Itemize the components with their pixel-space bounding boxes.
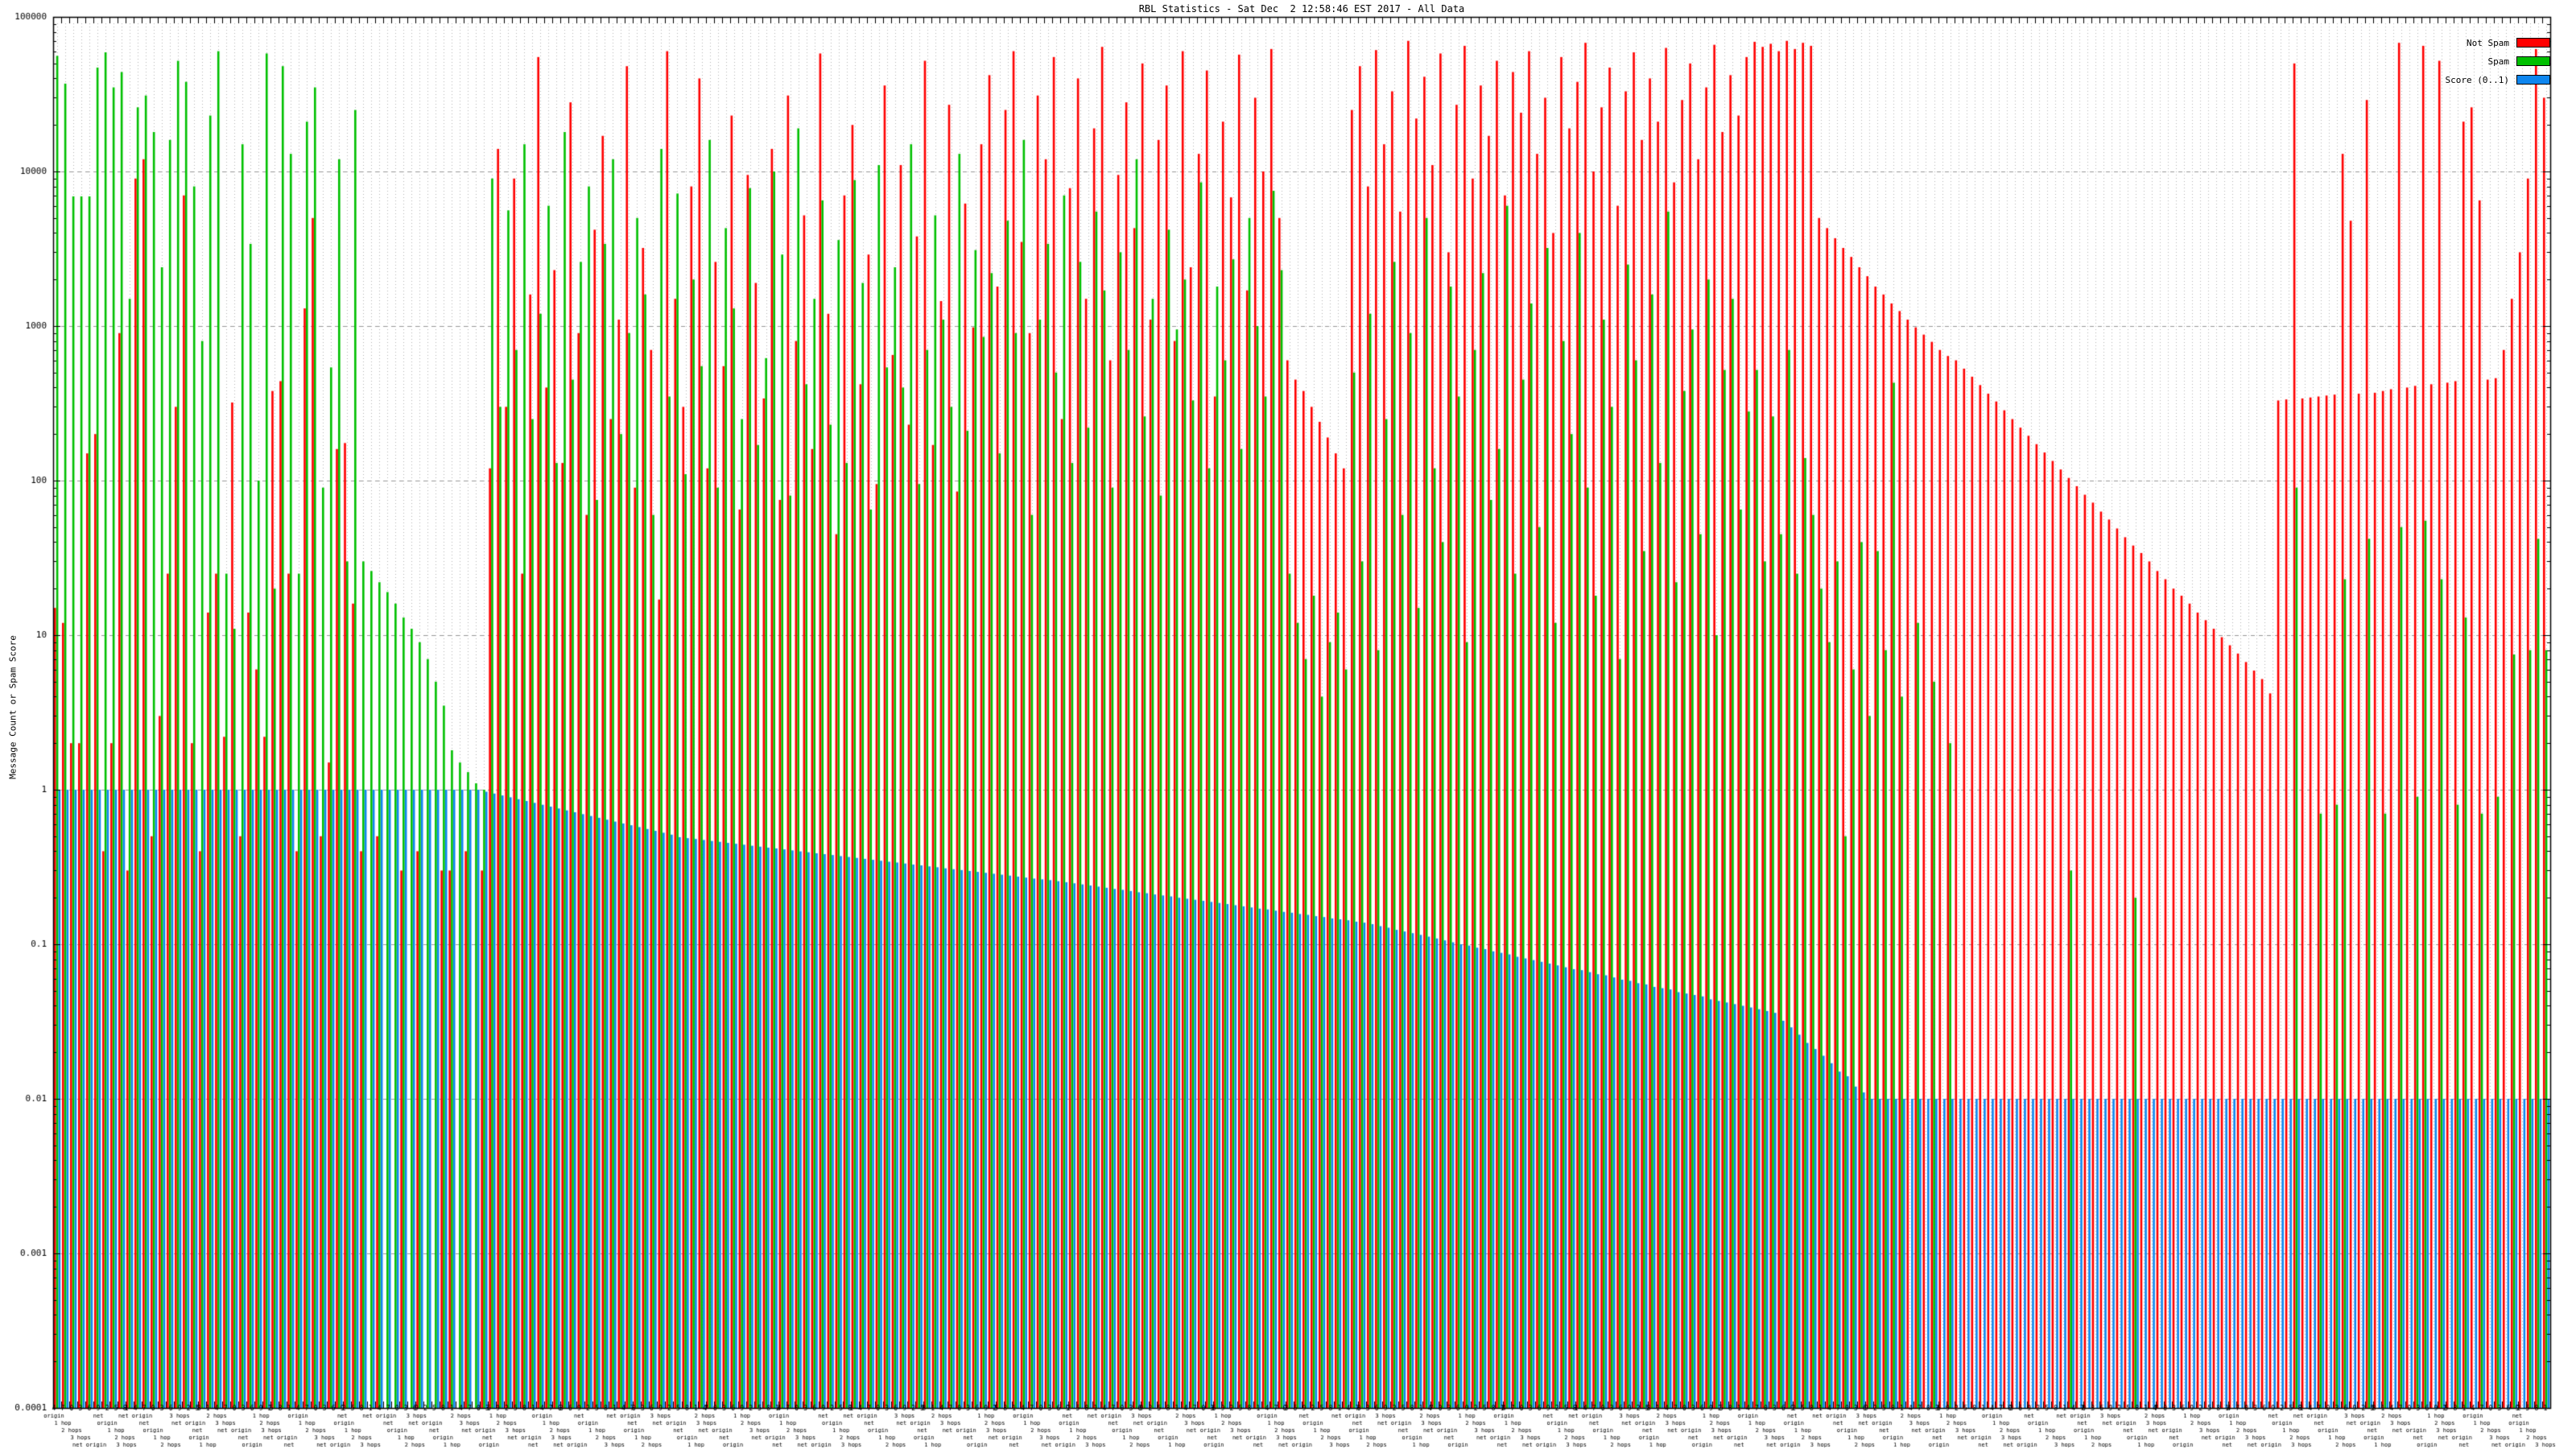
legend-item-score-0-1-: Score (0..1) bbox=[2446, 75, 2550, 85]
legend: Not Spam Spam Score (0..1) bbox=[2446, 38, 2550, 93]
chart-title: RBL Statistics - Sat Dec 2 12:58:46 EST … bbox=[1138, 3, 1465, 14]
legend-label: Score (0..1) bbox=[2445, 74, 2509, 85]
legend-swatch-icon bbox=[2516, 56, 2550, 66]
legend-swatch-icon bbox=[2516, 75, 2550, 85]
legend-item-spam: Spam bbox=[2446, 56, 2550, 67]
y-axis-label: Message Count or Spam Score bbox=[7, 635, 19, 779]
legend-swatch-icon bbox=[2516, 38, 2550, 47]
legend-item-not-spam: Not Spam bbox=[2446, 37, 2550, 48]
legend-label: Not Spam bbox=[2467, 37, 2509, 48]
legend-label: Spam bbox=[2487, 56, 2510, 67]
